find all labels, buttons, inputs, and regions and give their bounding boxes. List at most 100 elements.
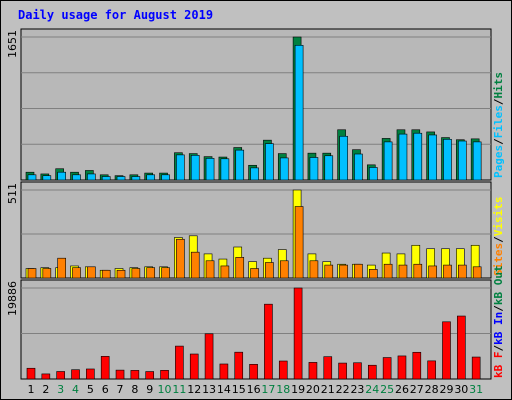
bar-kb xyxy=(145,371,155,380)
x-tick-label: 19 xyxy=(291,383,305,396)
bar-kb xyxy=(427,360,436,380)
x-tick-label: 31 xyxy=(469,383,483,396)
legend-sep: / xyxy=(492,236,505,243)
legend-kbout: kB Out xyxy=(492,265,505,305)
x-tick-label: 23 xyxy=(350,383,364,396)
x-tick-label: 25 xyxy=(380,383,394,396)
bar-kb xyxy=(56,371,65,380)
x-tick-label: 27 xyxy=(410,383,424,396)
x-tick-label: 11 xyxy=(172,383,186,396)
x-tick-label: 3 xyxy=(57,383,64,396)
bar-files xyxy=(72,174,81,181)
x-tick-label: 1 xyxy=(28,383,35,396)
legend-kbin: kB In xyxy=(492,312,505,345)
bar-files xyxy=(205,158,215,181)
bar-sites xyxy=(250,268,259,279)
bar-kb xyxy=(71,369,80,380)
x-tick-labels: 1 2 3 4 5 6 7 8 9 10 11 12 13 14 15 16 17 18 19 20 21 22 23 24 2… xyxy=(28,383,484,396)
legend-visits: Visits xyxy=(492,197,505,237)
legend-sep: / xyxy=(492,305,505,312)
bar-kb xyxy=(457,315,466,380)
bar-sites xyxy=(354,263,363,279)
bar-sites xyxy=(398,264,408,279)
bar-sites xyxy=(101,269,111,279)
bar-sites xyxy=(383,263,393,279)
bar-kb xyxy=(115,369,125,380)
bar-sites xyxy=(309,260,319,279)
bar-sites xyxy=(220,265,230,279)
bar-kb xyxy=(382,357,392,380)
bar-kb xyxy=(278,360,288,380)
bar-kb xyxy=(204,333,214,380)
bar-sites xyxy=(116,269,126,279)
bar-sites xyxy=(294,206,304,279)
bar-sites xyxy=(324,264,334,279)
bar-kb xyxy=(293,287,303,380)
bar-sites xyxy=(368,269,378,279)
bar-kb xyxy=(100,356,110,380)
x-tick-label: 15 xyxy=(232,383,246,396)
x-tick-label: 21 xyxy=(321,383,335,396)
legend-hits: Hits xyxy=(492,72,505,99)
bar-sites xyxy=(339,264,348,279)
bar-sites xyxy=(146,267,156,279)
x-tick-label: 26 xyxy=(395,383,409,396)
bar-files xyxy=(220,158,230,181)
bar-sites xyxy=(161,267,170,279)
bar-kb xyxy=(189,353,199,380)
x-tick-label: 7 xyxy=(117,383,124,396)
bar-files xyxy=(428,134,437,181)
x-tick-label: 20 xyxy=(306,383,320,396)
bar-sites xyxy=(265,262,274,279)
bar-kb xyxy=(397,355,407,380)
x-tick-label: 13 xyxy=(202,383,216,396)
bar-files xyxy=(294,45,304,181)
x-tick-label: 12 xyxy=(187,383,201,396)
bar-sites xyxy=(443,264,452,279)
bar-sites xyxy=(42,268,52,279)
x-tick-label: 16 xyxy=(247,383,261,396)
legend-pages: Pages xyxy=(492,145,505,178)
bar-sites xyxy=(279,260,289,279)
x-tick-label: 4 xyxy=(72,383,79,396)
chart-title: Daily usage for August 2019 xyxy=(18,8,214,22)
bar-files xyxy=(324,155,334,181)
bar-files xyxy=(101,176,111,181)
x-tick-label: 10 xyxy=(158,383,172,396)
bar-kb xyxy=(26,367,36,380)
bar-files xyxy=(176,154,185,181)
bar-kb xyxy=(323,356,333,380)
x-tick-label: 5 xyxy=(87,383,94,396)
bar-sites xyxy=(235,257,245,279)
bar-files xyxy=(398,133,408,181)
bar-sites xyxy=(472,266,482,279)
bar-sites xyxy=(131,268,141,279)
bar-files xyxy=(146,174,156,181)
legend-sep: / xyxy=(492,138,505,145)
bar-kb xyxy=(367,364,377,380)
bar-files xyxy=(279,157,289,181)
bar-kb xyxy=(471,356,481,380)
bar-sites xyxy=(72,267,81,279)
bar-files xyxy=(354,153,363,181)
bar-files xyxy=(131,176,141,181)
bar-files xyxy=(42,175,52,181)
ymax-top: 1651 xyxy=(6,30,19,58)
legend-top: Pages/Files/Hits xyxy=(492,72,505,178)
bar-kb xyxy=(160,370,169,380)
x-tick-label: 6 xyxy=(102,383,109,396)
bar-kb xyxy=(234,351,244,380)
bar-files xyxy=(383,141,393,181)
gridlines xyxy=(21,36,491,334)
bar-sites xyxy=(205,260,215,279)
bar-kb xyxy=(130,370,140,380)
bar-files xyxy=(235,149,245,181)
bar-files xyxy=(368,167,378,181)
ymax-mid: 511 xyxy=(6,183,19,204)
ymax-bot: 19886 xyxy=(6,281,19,316)
x-tick-label: 28 xyxy=(425,383,439,396)
bar-files xyxy=(265,143,274,181)
x-tick-label: 9 xyxy=(146,383,153,396)
x-tick-label: 22 xyxy=(336,383,350,396)
bars xyxy=(25,36,482,380)
